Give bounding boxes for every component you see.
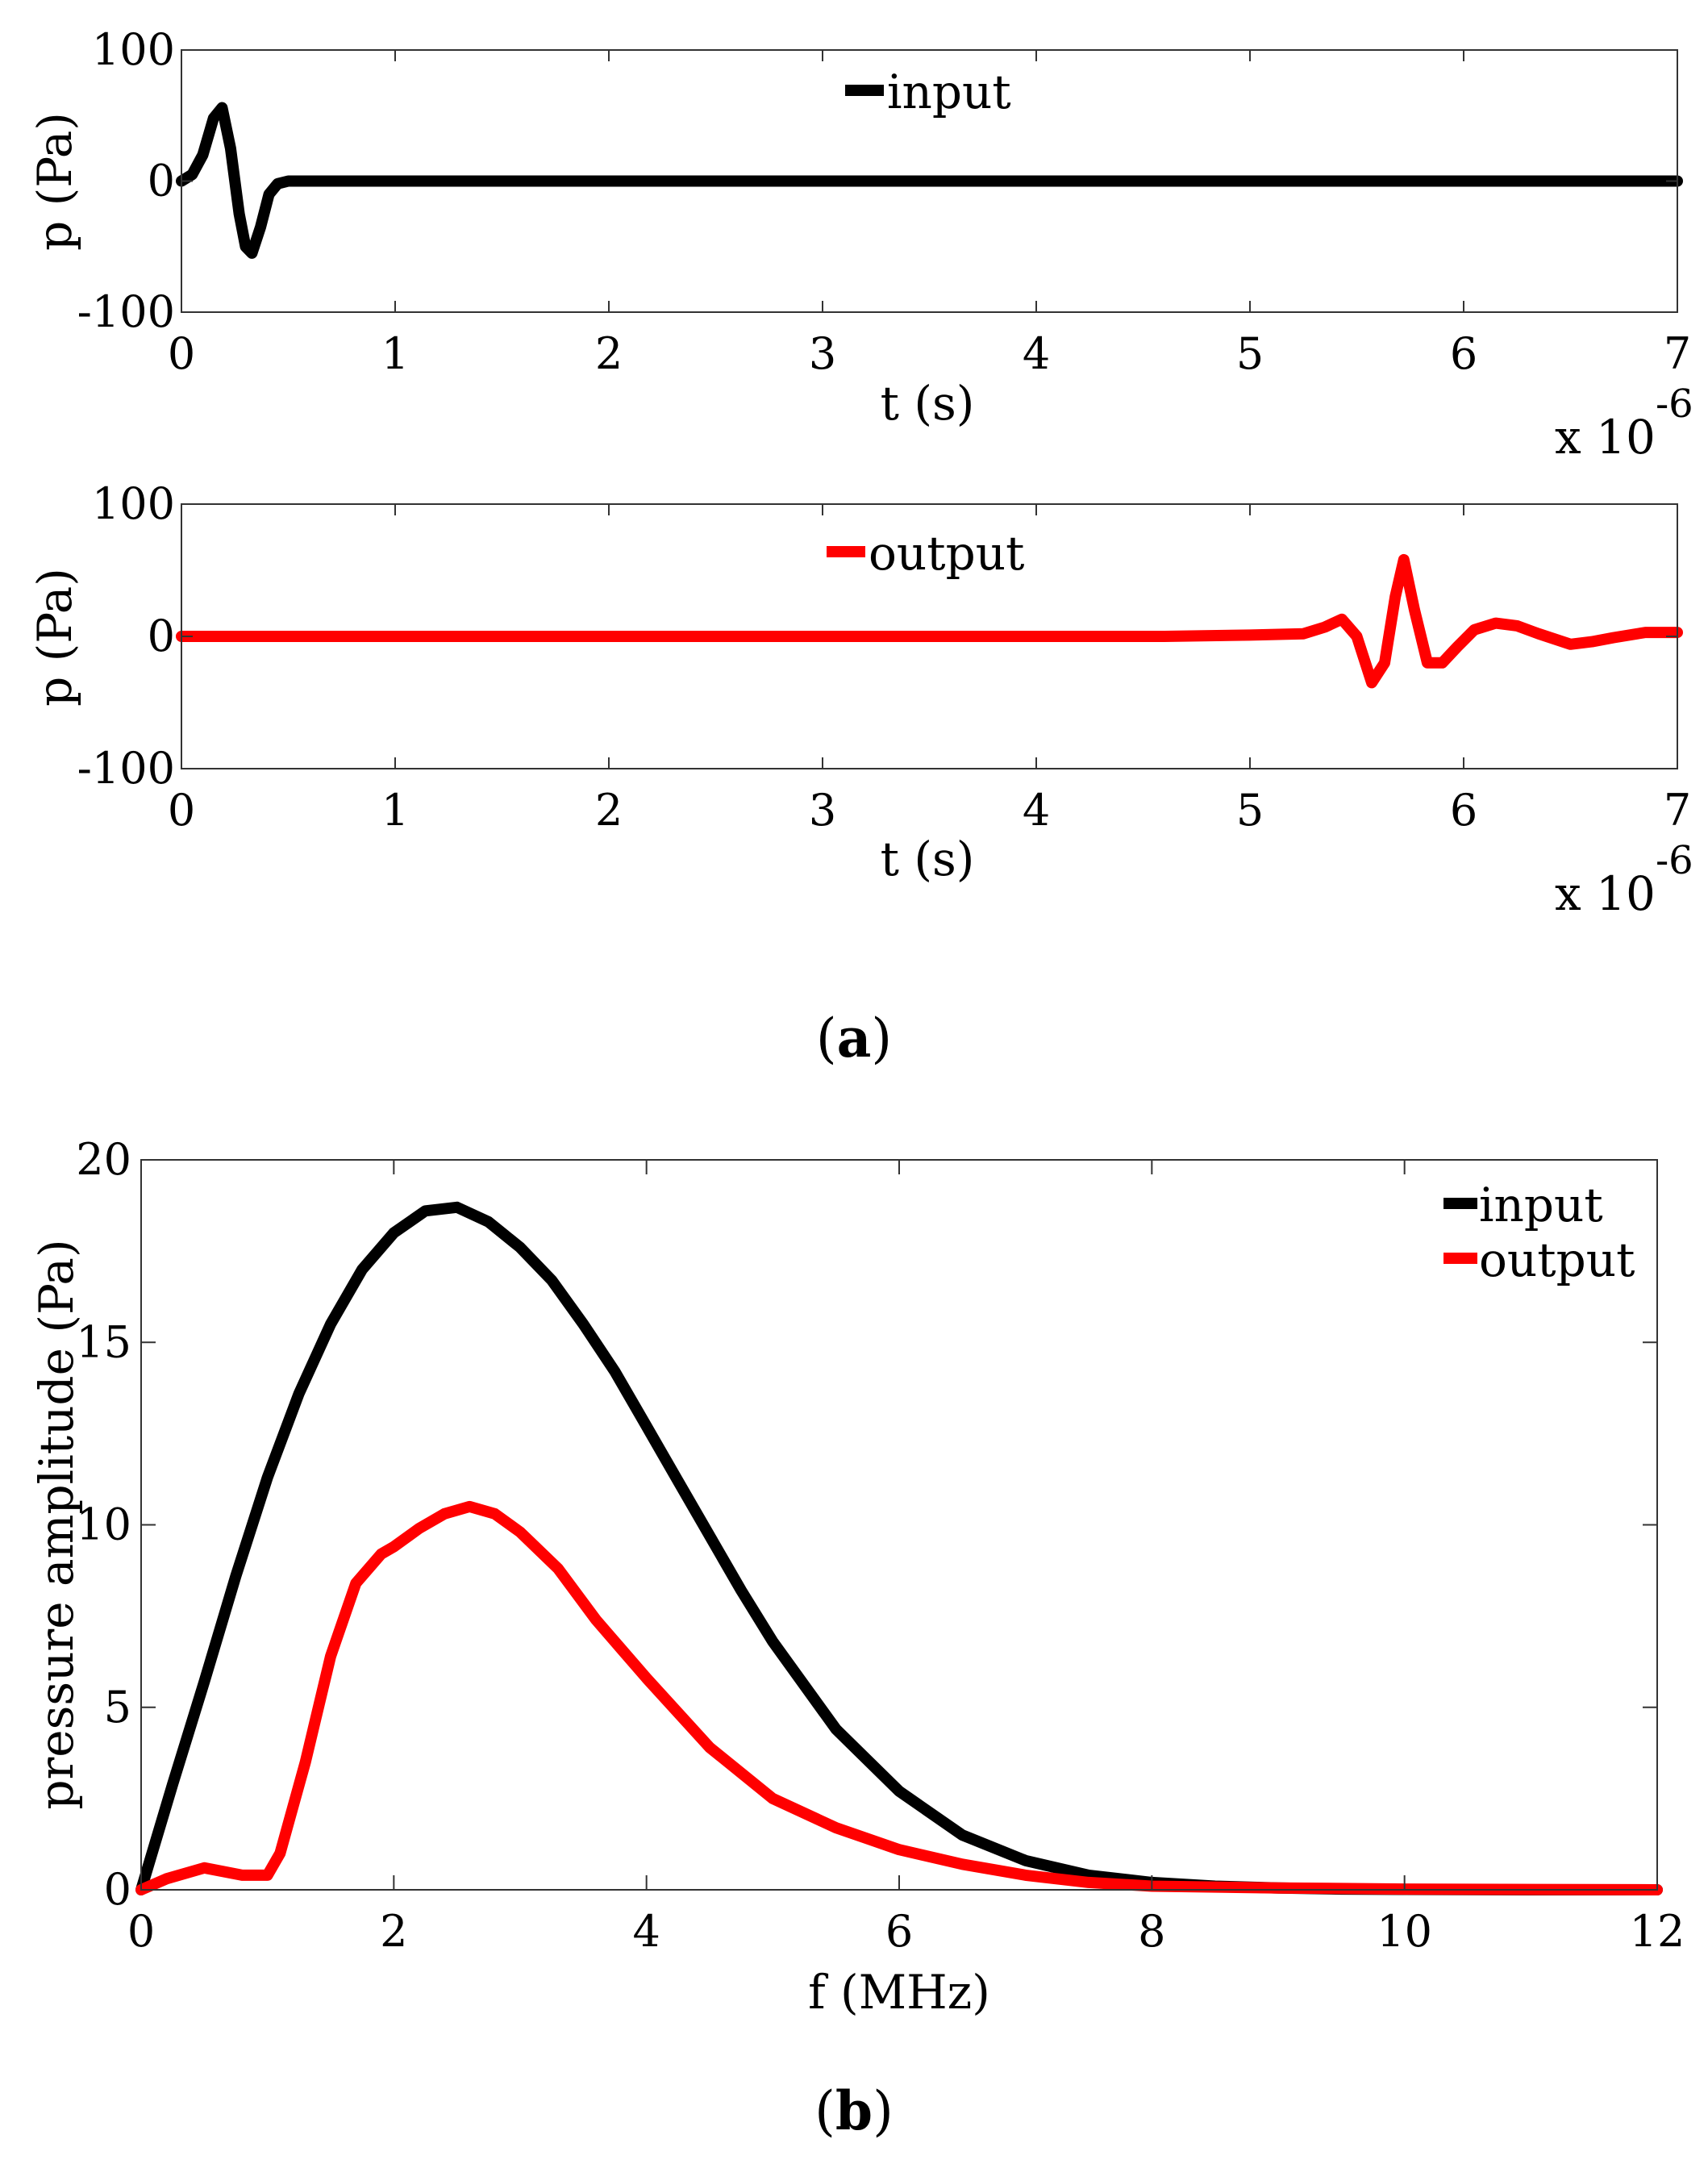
x-scale-exponent: -6 (1656, 382, 1693, 427)
series-line-output (176, 553, 1683, 689)
y-axis-label: p (Pa) (27, 568, 82, 707)
series-line-output (135, 1500, 1663, 1895)
x-tick-label: 1 (381, 328, 409, 379)
x-tick-label: 8 (1138, 1906, 1165, 1957)
legend-label-output: output (1479, 1232, 1635, 1287)
legend-label-output: output (869, 526, 1024, 581)
y-tick-label: 0 (148, 611, 175, 661)
x-scale-factor: x 10-6 (1555, 838, 1693, 921)
series-line-input (135, 1201, 1663, 1895)
x-tick-label: 3 (809, 328, 836, 379)
x-tick-label: 1 (381, 785, 409, 836)
series-line-input (176, 102, 1683, 259)
plot-area (135, 1201, 1663, 1895)
x-tick-label: 0 (168, 328, 195, 379)
x-axis-label: t (s) (881, 376, 975, 431)
legend: input (845, 65, 1011, 119)
plot-area (176, 553, 1683, 689)
x-tick-label: 6 (1450, 785, 1477, 836)
x-tick-label: 6 (1450, 328, 1477, 379)
y-axis-label: pressure amplitude (Pa) (29, 1239, 84, 1809)
legend: input output (1443, 1178, 1635, 1287)
x-tick-label: 3 (809, 785, 836, 836)
y-tick-label: 0 (104, 1864, 131, 1915)
x-axis-label: t (s) (881, 832, 975, 886)
x-tick-label: 12 (1630, 1906, 1685, 1957)
y-axis-label: p (Pa) (27, 112, 82, 251)
x-scale-factor: x 10-6 (1555, 382, 1693, 465)
tick-group: 0 2 4 6 8 10 12 0 5 10 15 20 (76, 1134, 1685, 1957)
y-tick-label: 15 (76, 1316, 131, 1367)
legend-label-input: input (887, 65, 1011, 119)
x-scale-exponent: -6 (1656, 838, 1693, 883)
y-tick-label: 20 (76, 1134, 131, 1185)
x-tick-label: 7 (1664, 328, 1691, 379)
x-scale-label: x 10 (1555, 866, 1656, 921)
y-tick-label: 5 (104, 1682, 131, 1733)
x-tick-label: 4 (1023, 328, 1050, 379)
x-tick-label: 0 (168, 785, 195, 836)
x-tick-label: 7 (1664, 785, 1691, 836)
y-tick-label: -100 (77, 743, 175, 794)
x-tick-label: 4 (1023, 785, 1050, 836)
panel-label-a: (a) (816, 1007, 892, 1070)
x-tick-label: 2 (595, 328, 623, 379)
x-scale-label: x 10 (1555, 410, 1656, 465)
legend-label-input: input (1479, 1178, 1603, 1232)
x-tick-label: 2 (380, 1906, 407, 1957)
y-tick-label: 0 (148, 156, 175, 206)
y-tick-label: -100 (77, 286, 175, 337)
x-tick-label: 10 (1377, 1906, 1432, 1957)
plot-area (176, 102, 1683, 259)
x-tick-label: 0 (127, 1906, 155, 1957)
legend: output (827, 526, 1024, 581)
x-axis-label: f (MHz) (808, 1965, 990, 2020)
y-tick-label: 10 (76, 1499, 131, 1550)
panel-label-b: (b) (814, 2079, 894, 2142)
x-tick-label: 5 (1236, 328, 1264, 379)
y-tick-label: 100 (92, 478, 175, 529)
x-tick-label: 6 (885, 1906, 913, 1957)
y-tick-label: 100 (92, 24, 175, 75)
chart-b: 0 2 4 6 8 10 12 0 5 10 15 20 f (MHz) pressure ampli… (29, 1134, 1685, 2020)
x-tick-label: 5 (1236, 785, 1264, 836)
x-tick-label: 4 (632, 1906, 660, 1957)
x-tick-label: 2 (595, 785, 623, 836)
